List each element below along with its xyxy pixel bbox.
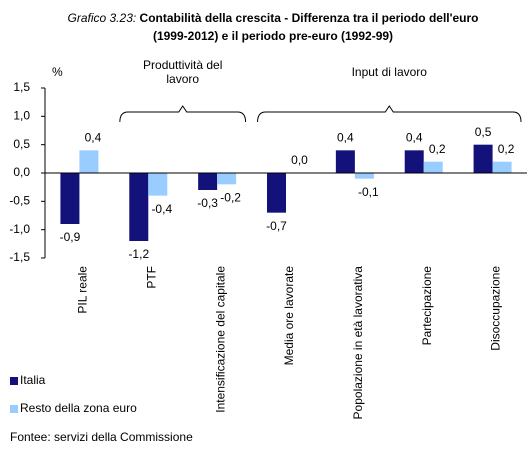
value-label: 0,2 — [429, 142, 446, 156]
x-tick-label: Media ore lavorate — [282, 266, 296, 366]
value-label: 0,4 — [337, 131, 354, 145]
chart-title: Grafico 3.23: Contabilità della crescita… — [68, 11, 479, 25]
title-prefix: Grafico 3.23: — [68, 11, 137, 25]
value-label: -0,4 — [151, 202, 172, 216]
legend-swatch — [10, 377, 18, 385]
y-tick-label: -1,5 — [9, 250, 30, 264]
value-label: 0,4 — [85, 131, 102, 145]
brace — [119, 105, 247, 123]
bar — [79, 150, 99, 173]
y-tick-label: -1,0 — [9, 222, 30, 236]
group-label: lavoro — [166, 72, 199, 86]
group-label: Input di lavoro — [352, 65, 428, 79]
value-label: -0,3 — [197, 196, 218, 210]
legend-swatch — [10, 405, 18, 413]
bar — [423, 161, 443, 173]
legend-label: Italia — [20, 373, 46, 387]
bar — [129, 173, 149, 241]
value-label: 0,4 — [406, 131, 423, 145]
x-tick-label: Intensificazione del capitale — [213, 266, 227, 413]
x-tick-label: Popolazione in età lavorativa — [351, 266, 365, 420]
value-label: 0,0 — [291, 153, 308, 167]
bar — [404, 150, 424, 173]
bar — [198, 173, 218, 190]
y-tick-label: 1,5 — [13, 80, 30, 94]
value-label: -1,2 — [128, 247, 149, 261]
x-tick-label: Disoccupazione — [489, 266, 503, 351]
y-tick-label: 0,0 — [13, 165, 30, 179]
x-tick-label: PTF — [144, 266, 158, 289]
value-label: 0,5 — [475, 125, 492, 139]
x-tick-label: PIL reale — [76, 266, 90, 314]
value-label: -0,9 — [60, 230, 81, 244]
legend-label: Resto della zona euro — [20, 401, 137, 415]
value-label: -0,7 — [266, 219, 287, 233]
y-tick-label: 0,5 — [13, 137, 30, 151]
bar — [217, 173, 237, 185]
value-label: -0,1 — [358, 185, 379, 199]
bar — [267, 173, 286, 213]
bar — [473, 144, 493, 173]
y-axis-label: % — [52, 65, 63, 79]
group-label: Produttività del — [143, 58, 222, 72]
title-line: Contabilità della crescita - Differenza … — [140, 11, 479, 25]
bar — [148, 173, 168, 196]
y-tick-label: -0,5 — [9, 194, 30, 208]
chart-title: (1999-2012) e il periodo pre-euro (1992-… — [153, 29, 393, 43]
bar — [335, 150, 355, 173]
value-label: 0,2 — [498, 142, 515, 156]
y-tick-label: 1,0 — [13, 109, 30, 123]
value-label: -0,2 — [220, 191, 241, 205]
bar — [60, 173, 80, 224]
bar — [354, 173, 374, 179]
x-tick-label: Partecipazione — [420, 266, 434, 346]
source: Fontee: servizi della Commissione — [10, 430, 193, 444]
bar — [492, 161, 512, 173]
brace — [257, 105, 522, 123]
